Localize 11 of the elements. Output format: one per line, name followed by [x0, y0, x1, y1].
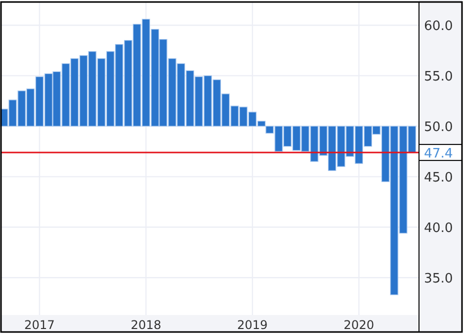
x-tick-label: 2017 [24, 318, 55, 332]
y-tick-label: 45.0 [424, 170, 453, 186]
x-tick-label: 2019 [237, 318, 268, 332]
y-tick-label: 50.0 [424, 120, 453, 136]
ref-line-label: 47.4 [424, 146, 453, 162]
y-tick-label: 55.0 [424, 70, 453, 85]
y-tick-label: 60.0 [424, 19, 453, 34]
x-tick-label: 2018 [130, 318, 162, 332]
y-tick-label: 35.0 [424, 272, 453, 287]
x-tick-label: 2020 [344, 318, 374, 332]
y-tick-label: 40.0 [424, 221, 453, 236]
